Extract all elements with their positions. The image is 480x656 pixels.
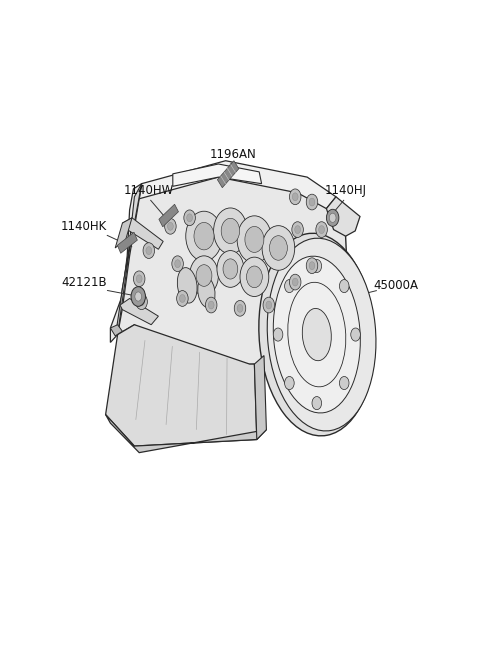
Circle shape [262,226,295,270]
Ellipse shape [177,268,197,303]
Circle shape [295,226,300,234]
Polygon shape [122,218,163,249]
Circle shape [306,258,318,274]
Circle shape [146,247,152,255]
Text: 45000A: 45000A [373,279,419,292]
Polygon shape [173,164,262,186]
Circle shape [285,377,294,390]
Text: 1140HW: 1140HW [124,184,174,197]
Circle shape [184,210,195,226]
Circle shape [316,222,327,237]
Circle shape [237,304,243,312]
Ellipse shape [267,238,376,431]
Polygon shape [116,184,142,335]
Polygon shape [118,174,348,380]
Circle shape [326,209,339,226]
Circle shape [190,256,218,295]
Circle shape [180,295,185,302]
Circle shape [135,292,142,301]
Circle shape [292,278,298,286]
Circle shape [319,226,324,234]
Circle shape [312,259,322,273]
Circle shape [136,294,147,310]
Circle shape [339,279,349,293]
Circle shape [237,216,272,263]
Circle shape [175,260,180,268]
Circle shape [177,291,188,306]
Circle shape [306,194,318,210]
Circle shape [217,251,244,287]
Circle shape [247,266,262,288]
Circle shape [187,214,192,222]
Circle shape [223,259,238,279]
Circle shape [172,256,183,272]
Ellipse shape [259,234,375,436]
Circle shape [289,189,301,205]
Polygon shape [117,232,137,253]
Polygon shape [254,356,266,440]
Circle shape [214,208,247,254]
Polygon shape [139,161,336,209]
Circle shape [143,243,155,258]
Circle shape [339,377,349,390]
Polygon shape [115,218,132,248]
Text: 1140HK: 1140HK [61,220,107,233]
Circle shape [186,211,222,261]
Polygon shape [110,325,122,336]
Text: 1140HJ: 1140HJ [324,184,367,197]
Circle shape [133,271,145,287]
Circle shape [289,274,301,290]
Polygon shape [217,161,239,188]
Ellipse shape [273,256,360,413]
Circle shape [221,218,240,243]
Circle shape [131,287,145,306]
Text: 1196AN: 1196AN [209,148,256,161]
Circle shape [139,298,144,306]
Circle shape [309,262,315,270]
Circle shape [194,222,214,250]
Circle shape [208,301,214,309]
Polygon shape [326,197,360,236]
Text: 42121B: 42121B [61,276,107,289]
Polygon shape [118,325,254,380]
Polygon shape [106,325,257,446]
Circle shape [292,222,303,237]
Circle shape [205,297,217,313]
Circle shape [168,222,173,230]
Circle shape [292,193,298,201]
Circle shape [273,328,283,341]
Polygon shape [110,184,142,342]
Circle shape [234,300,246,316]
Circle shape [285,279,294,293]
Ellipse shape [302,308,331,361]
Circle shape [240,257,269,297]
Polygon shape [120,298,158,325]
Circle shape [309,198,315,206]
Circle shape [266,301,272,309]
Circle shape [351,328,360,341]
Circle shape [269,236,288,260]
Circle shape [312,396,322,409]
Circle shape [136,275,142,283]
Polygon shape [106,415,266,453]
Circle shape [245,226,264,253]
Polygon shape [159,204,179,227]
Circle shape [263,297,275,313]
Circle shape [196,264,212,287]
Ellipse shape [198,276,215,308]
Circle shape [165,218,176,234]
Circle shape [329,213,336,222]
